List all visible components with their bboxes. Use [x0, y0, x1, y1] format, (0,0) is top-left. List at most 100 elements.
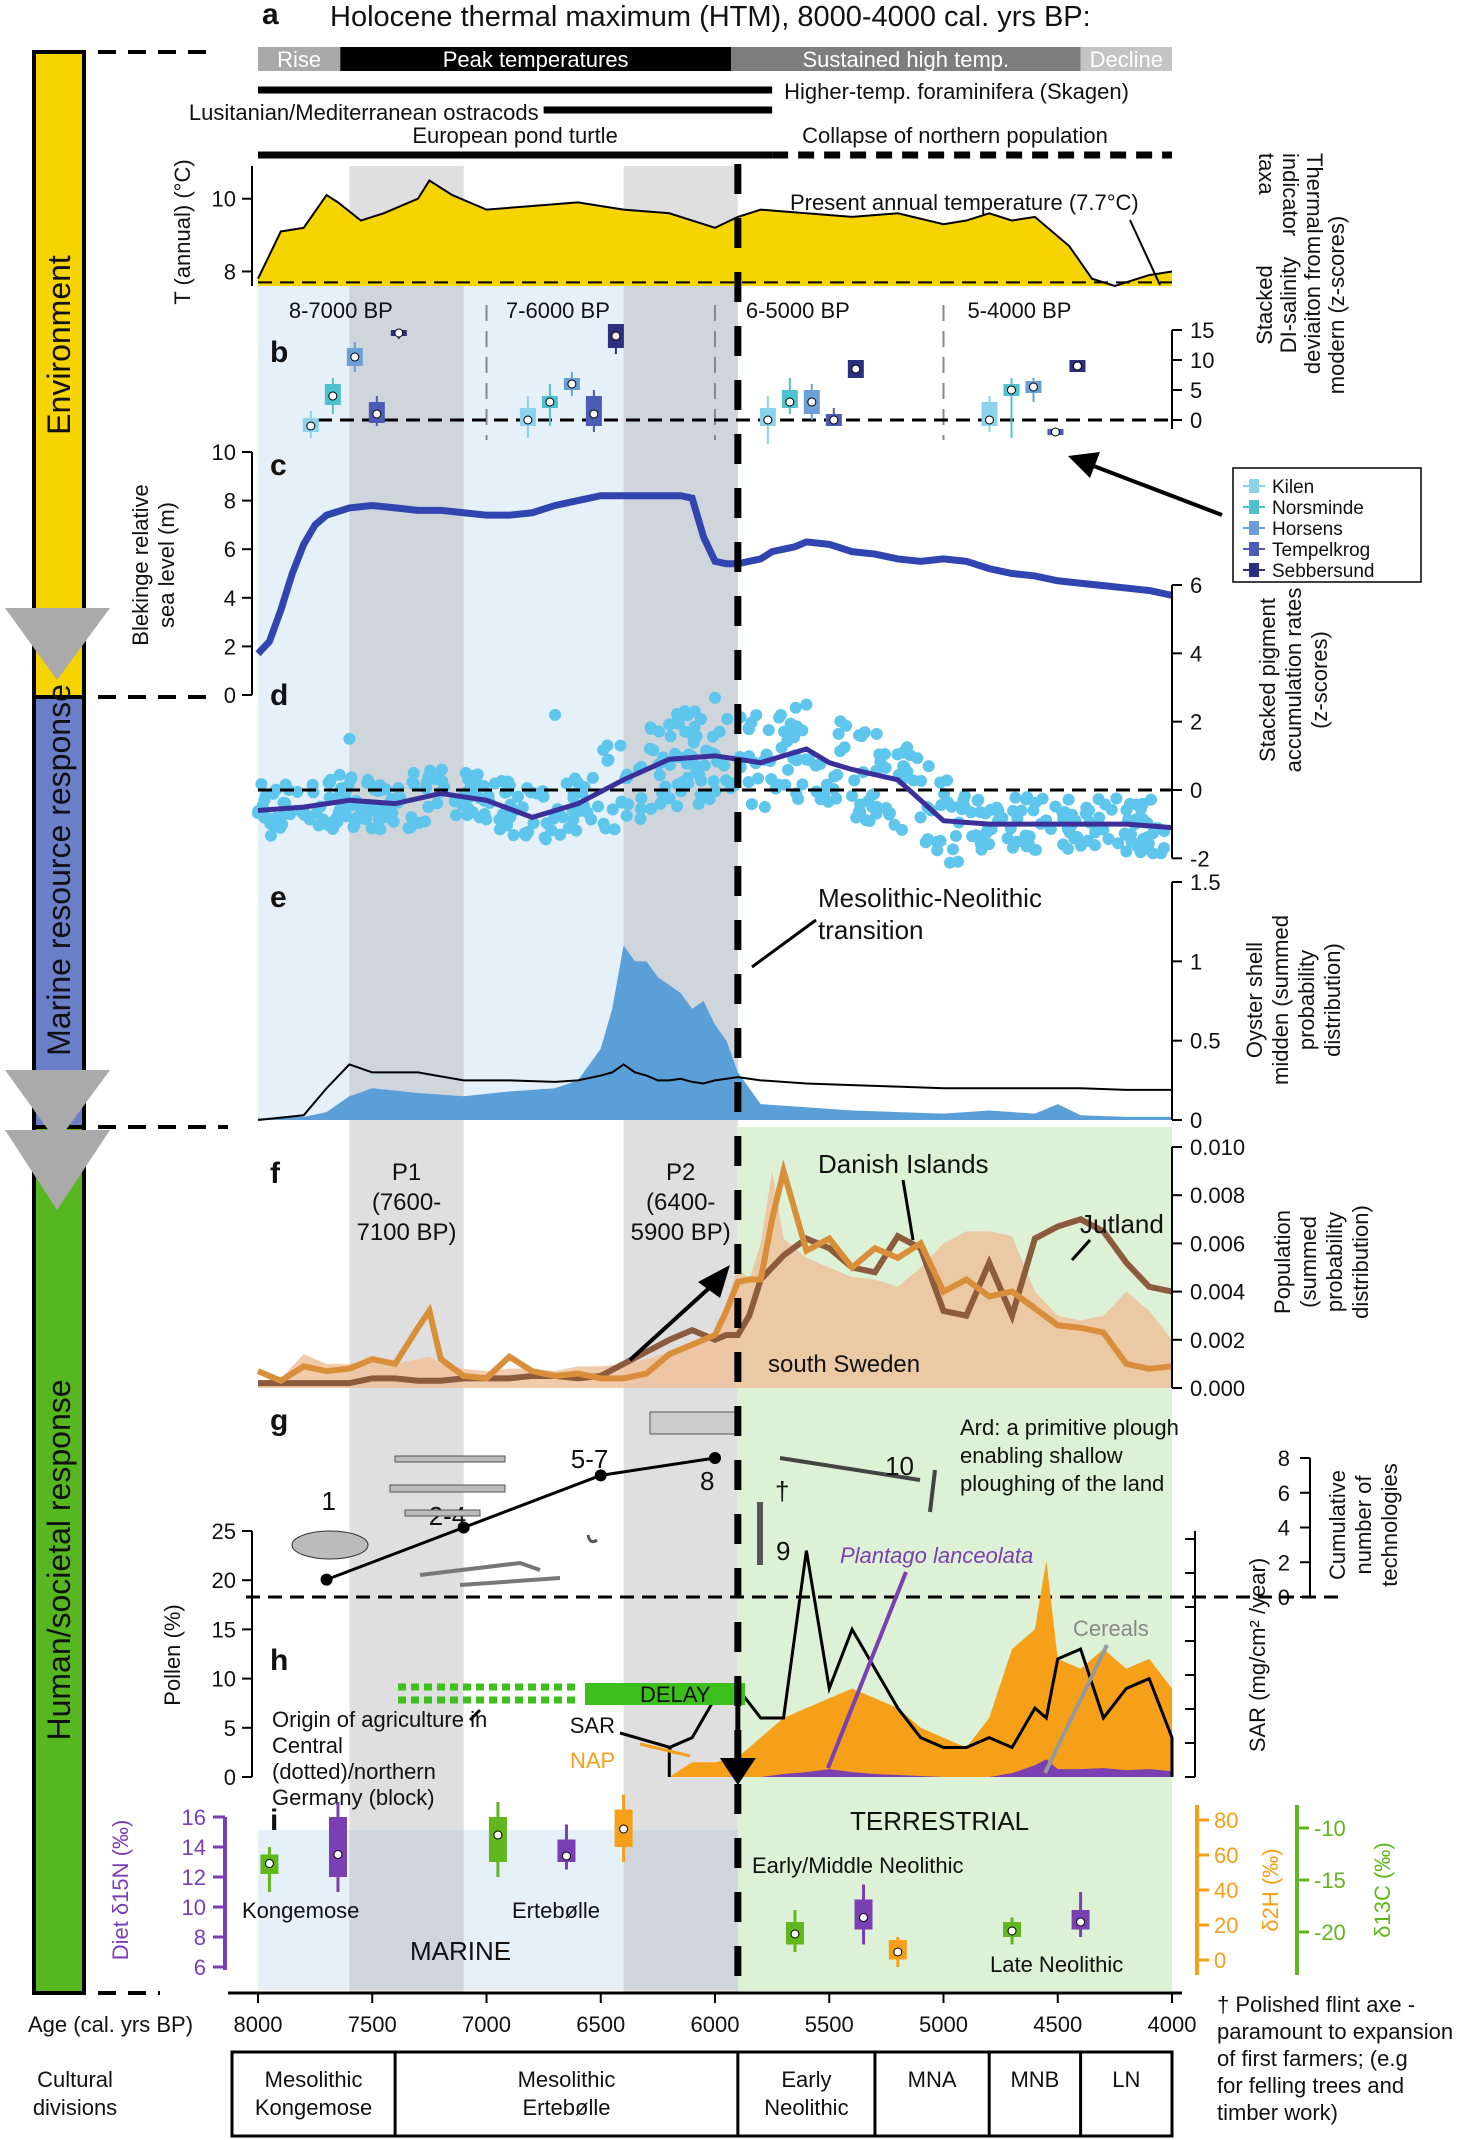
taxa-label: Collapse of northern population	[802, 123, 1108, 148]
scatter-point	[466, 769, 479, 782]
scatter-point	[277, 796, 290, 809]
scatter-point	[407, 766, 420, 779]
scatter-point	[796, 778, 809, 791]
scatter-point	[777, 725, 790, 738]
scatter-point	[360, 812, 373, 825]
net-icon	[649, 1411, 736, 1435]
fishing-tool-icon	[419, 1560, 561, 1587]
scatter-point	[709, 691, 721, 704]
scatter-point	[745, 798, 758, 811]
scatter-point	[852, 729, 865, 742]
box-median	[493, 1830, 503, 1840]
scatter-point	[873, 748, 886, 761]
y-tick-label: 6	[194, 1955, 206, 1980]
scatter-point	[707, 775, 720, 788]
scatter-point	[422, 770, 435, 783]
p2-arrow	[628, 1278, 720, 1362]
box-median	[567, 379, 577, 389]
y-tick-label: 6	[1278, 1481, 1290, 1506]
scatter-point	[883, 808, 896, 821]
scatter-point	[946, 843, 959, 856]
y-tick-label: 6	[224, 537, 236, 562]
scatter-point	[365, 822, 378, 835]
scatter-point	[901, 741, 914, 754]
scatter-point	[615, 796, 628, 809]
y-axis-label: Blekinge relativesea level (m)	[128, 484, 179, 645]
scatter-point	[1068, 832, 1081, 845]
scatter-point	[972, 793, 985, 806]
series-label: south Sweden	[768, 1351, 920, 1378]
scatter-point	[480, 813, 493, 826]
legend-swatch	[1249, 479, 1259, 493]
cultural-item: Early Neolithic	[764, 2067, 848, 2120]
scatter-point	[831, 768, 844, 781]
cereals-pointer	[1043, 1644, 1109, 1774]
legend-label: Kilen	[1272, 477, 1314, 498]
y-tick-label: 1	[1190, 949, 1202, 974]
scatter-point	[644, 802, 657, 815]
scatter-point	[977, 830, 990, 843]
scatter-point	[1081, 834, 1094, 847]
panel-c: c 0 2 4 6 8 10 Blekinge relativesea level (m)	[128, 440, 1173, 708]
scatter-point	[634, 812, 647, 825]
scatter-point	[343, 732, 356, 745]
annotation: Ard: a primitive plough enabling shallow p…	[960, 1415, 1179, 1496]
box-median	[328, 391, 338, 401]
scatter-point	[664, 730, 677, 743]
cultural-item: MNA	[908, 2067, 957, 2092]
bin-label: 8-7000 BP	[289, 298, 393, 323]
side-bar-marine	[32, 695, 86, 1129]
panel-b: b8-7000 BP 7-6000 BP 6-5000 BP 5-4000 BP 0 5 1…	[270, 216, 1422, 583]
scatter-point	[606, 803, 619, 816]
x-tick-label: 4000	[1148, 2012, 1197, 2037]
scatter-point	[643, 742, 656, 755]
cultural-label: Cultural divisions	[33, 2067, 117, 2120]
technology-line	[326, 1456, 716, 1582]
y-tick-label: 14	[182, 1835, 206, 1860]
x-tick-label: 5000	[919, 2012, 968, 2037]
scatter-point	[958, 789, 971, 802]
scatter-point	[774, 709, 787, 722]
arrow-1-icon	[5, 608, 110, 680]
scatter-point	[269, 811, 282, 824]
scatter-point	[692, 797, 705, 810]
box-median	[790, 1929, 800, 1939]
scatter-point	[919, 836, 932, 849]
south-sweden-area	[258, 1171, 1172, 1388]
y-tick-label: 8	[224, 489, 236, 514]
legend-label: Tempelkrog	[1272, 540, 1370, 561]
box-median	[545, 397, 555, 407]
taxa-label: Higher-temp. foraminifera (Skagen)	[784, 79, 1129, 104]
side-label-marine: Marine resource response	[41, 684, 77, 1056]
y-tick-label: 10	[182, 1895, 206, 1920]
box-median	[1007, 1926, 1017, 1936]
x-tick-label: 4500	[1033, 2012, 1082, 2037]
scatter-point	[270, 783, 283, 796]
scatter-point	[891, 748, 904, 761]
scatter-point	[779, 778, 792, 791]
scatter-point	[303, 813, 316, 826]
y-tick-label: 1.5	[1190, 870, 1221, 895]
scatter-point	[351, 810, 364, 823]
scatter-point	[571, 776, 584, 789]
scatter-point	[1083, 804, 1096, 817]
scatter-point	[1102, 832, 1115, 845]
scatter-point	[758, 800, 771, 813]
scatter-point	[949, 829, 962, 842]
y-axis-label: Stacked pigmentaccumulation rates(z-scor…	[1255, 588, 1332, 773]
scatter-point	[450, 809, 463, 822]
y-tick-label: 2	[1190, 710, 1202, 735]
annotation-pointer	[1129, 219, 1161, 286]
scatter-point	[376, 803, 389, 816]
y-axis-label-right: SAR (mg/cm² /year)	[1245, 1558, 1270, 1752]
scatter-point	[306, 778, 319, 791]
population-line	[256, 1159, 1173, 1385]
panel-letter-h: h	[270, 1644, 288, 1677]
side-label-environment: Environment	[41, 255, 77, 435]
x-axis-label: Age (cal. yrs BP)	[28, 2012, 193, 2037]
scatter-point	[255, 778, 268, 791]
cultural-item: Mesolithic Kongemose	[255, 2067, 372, 2120]
y-axis-label: Diet δ15N (‰)	[108, 1820, 133, 1961]
y-tick-label: 4	[1278, 1516, 1290, 1541]
